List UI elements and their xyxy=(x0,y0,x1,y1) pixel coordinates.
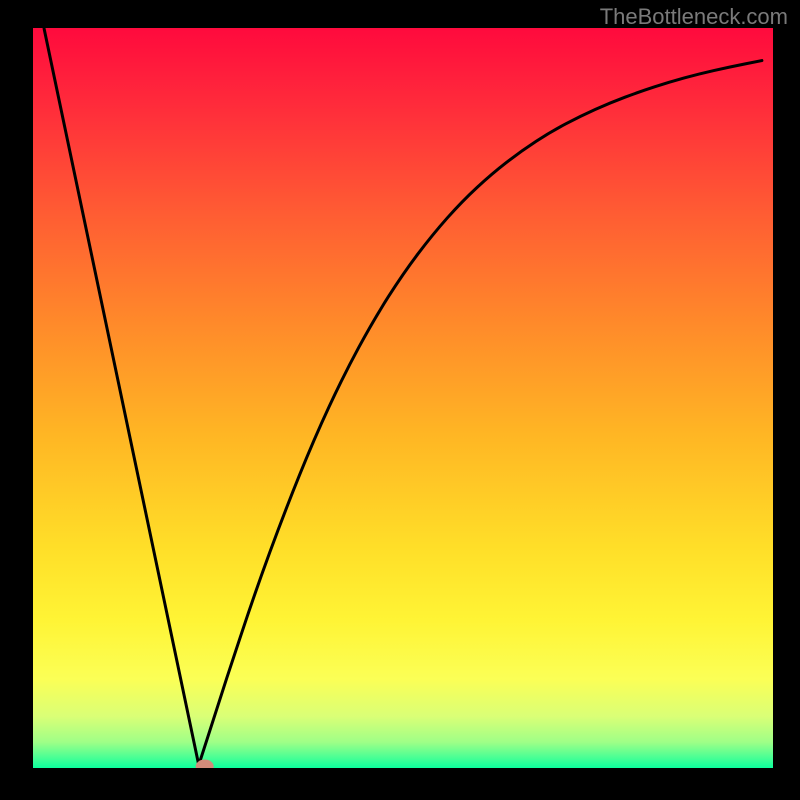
watermark-text: TheBottleneck.com xyxy=(600,4,788,30)
plot-area xyxy=(33,28,773,768)
plot-svg xyxy=(33,28,773,768)
chart-frame: TheBottleneck.com xyxy=(0,0,800,800)
gradient-background xyxy=(33,28,773,768)
